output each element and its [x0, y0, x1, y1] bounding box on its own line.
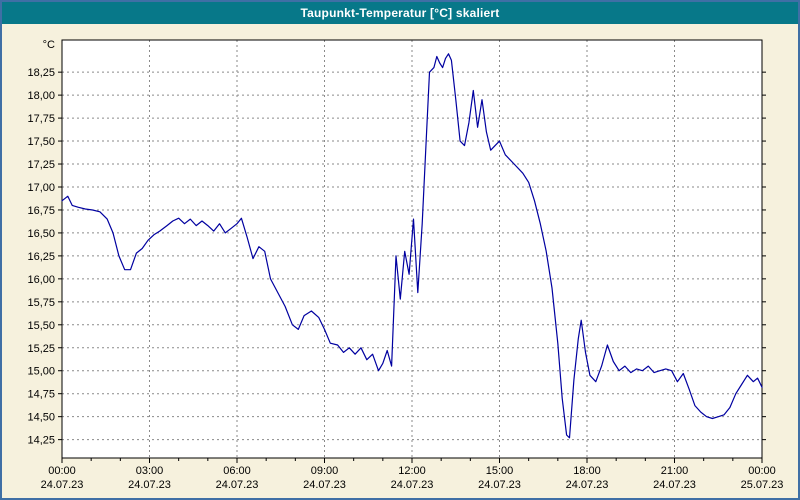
x-axis-date-label: 24.07.23 [216, 479, 259, 491]
x-axis-time-label: 12:00 [398, 465, 426, 477]
y-axis-label: 17,50 [27, 136, 55, 148]
x-axis-time-label: 21:00 [661, 465, 689, 477]
y-axis-unit-label: °C [43, 39, 55, 51]
x-axis-time-label: 09:00 [311, 465, 339, 477]
y-axis-label: 15,25 [27, 343, 55, 355]
x-axis-date-label: 24.07.23 [391, 479, 434, 491]
y-axis-label: 18,25 [27, 67, 55, 79]
x-axis-time-label: 03:00 [136, 465, 164, 477]
y-axis-label: 14,25 [27, 435, 55, 447]
x-axis-date-label: 25.07.23 [741, 479, 784, 491]
y-axis-label: 18,00 [27, 90, 55, 102]
chart-canvas: 18,25 18,00 17,75 17,50 17,25 17,00 16,75 16,50… [27, 39, 784, 491]
chart-container: 18,25 18,00 17,75 17,50 17,25 17,00 16,75 16,50… [2, 24, 798, 498]
x-axis-date-label: 24.07.23 [478, 479, 521, 491]
x-axis-date-label: 24.07.23 [41, 479, 84, 491]
temperature-line [61, 53, 763, 439]
plot-border [61, 39, 763, 459]
x-axis-time-label: 00:00 [48, 465, 76, 477]
plot-area [62, 40, 762, 458]
x-axis-date-label: 24.07.23 [303, 479, 346, 491]
y-axis-label: 16,75 [27, 205, 55, 217]
page-title: Taupunkt-Temperatur [°C] skaliert [300, 6, 500, 20]
y-axis-label: 16,25 [27, 251, 55, 263]
y-axis-label: 14,75 [27, 389, 55, 401]
y-axis-label: 15,75 [27, 297, 55, 309]
x-axis-time-label: 06:00 [223, 465, 251, 477]
y-axis-label: 17,75 [27, 113, 55, 125]
x-axis-time-label: 15:00 [486, 465, 514, 477]
y-axis-label: 17,25 [27, 159, 55, 171]
x-axis-date-label: 24.07.23 [128, 479, 171, 491]
x-axis-time-label: 00:00 [748, 465, 776, 477]
x-axis-date-label: 24.07.23 [566, 479, 609, 491]
x-axis-date-label: 24.07.23 [653, 479, 696, 491]
y-axis-label: 15,50 [27, 320, 55, 332]
x-axis-time-label: 18:00 [573, 465, 601, 477]
y-axis-label: 14,50 [27, 412, 55, 424]
y-axis-label: 16,00 [27, 274, 55, 286]
y-axis-label: 17,00 [27, 182, 55, 194]
window-title-bar: Taupunkt-Temperatur [°C] skaliert [2, 2, 798, 24]
y-axis-label: 16,50 [27, 228, 55, 240]
y-axis-label: 15,00 [27, 366, 55, 378]
